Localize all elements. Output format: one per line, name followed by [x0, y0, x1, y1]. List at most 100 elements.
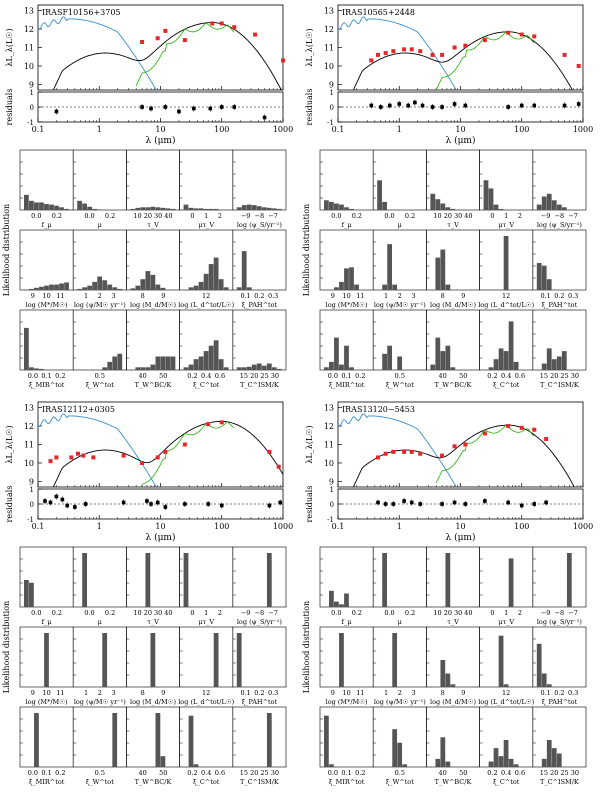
likelihood-bar [165, 356, 171, 370]
likelihood-param-label: T_C^ISM/K [240, 778, 279, 786]
likelihood-bar [541, 673, 547, 687]
likelihood-tick-label: 0.2 [405, 212, 415, 220]
likelihood-tick-label: −8 [255, 609, 265, 617]
likelihood-bar [261, 365, 267, 370]
likelihood-bar [339, 633, 344, 687]
likelihood-bar [334, 601, 339, 607]
likelihood-param-label: T_C^ISM/K [240, 381, 279, 389]
likelihood-bar [536, 204, 542, 210]
likelihood-tick-label: 11 [356, 689, 364, 697]
likelihood-bar [155, 207, 161, 210]
likelihood-tick-label: 3 [111, 689, 115, 697]
likelihood-bar [261, 207, 267, 210]
likelihood-tick-label: 9 [31, 689, 35, 697]
likelihood-bar [92, 208, 98, 210]
likelihood-param-label: log (M_d/M☉) [130, 698, 176, 706]
likelihood-bar [117, 288, 123, 290]
likelihood-bar [107, 284, 113, 290]
likelihood-bar [392, 633, 398, 687]
likelihood-bar [241, 367, 247, 370]
likelihood-tick-label: 50 [459, 372, 467, 380]
y-tick-label: 9 [329, 80, 334, 89]
residual-tick-label: 0 [330, 104, 334, 112]
likelihood-bar [236, 633, 242, 687]
observed-point [409, 47, 414, 52]
likelihood-bar [541, 265, 547, 290]
likelihood-param-label: ξ_W^tot [386, 778, 414, 786]
likelihood-tick-label: 2 [398, 292, 402, 300]
likelihood-tick-label: 0.2 [554, 292, 564, 300]
likelihood-bar [183, 204, 189, 210]
likelihood-bar [130, 208, 136, 210]
likelihood-bar [246, 204, 252, 210]
x-tick-label: 100 [214, 125, 229, 134]
observed-point [253, 32, 258, 37]
likelihood-tick-label: 50 [159, 372, 167, 380]
likelihood-tick-label: 0.0 [28, 769, 38, 777]
likelihood-tick-label: 0.2 [254, 689, 264, 697]
likelihood-bar [213, 257, 219, 290]
likelihood-bar [339, 604, 344, 607]
likelihood-param-label: log (M_d/M☉) [430, 301, 476, 309]
likelihood-tick-label: 11 [356, 292, 364, 300]
observed-point [121, 453, 126, 458]
likelihood-bar [546, 348, 552, 370]
residual-point [532, 103, 537, 108]
likelihood-bar [29, 200, 34, 210]
likelihood-param-label: log (ψ_S/yr⁻¹) [537, 618, 583, 626]
likelihood-bar [102, 280, 108, 290]
observed-point [232, 25, 237, 30]
sed-curves [38, 413, 283, 487]
likelihood-bar [382, 284, 387, 290]
likelihood-bar [440, 351, 446, 370]
residual-point [83, 502, 88, 506]
observed-point [383, 51, 388, 56]
y-tick-label: 11 [324, 441, 334, 450]
total-model-line [352, 31, 573, 90]
x-tick-label: 1 [97, 522, 102, 531]
likelihood-tick-label: 0.0 [331, 609, 341, 617]
likelihood-tick-label: 10 [433, 609, 441, 617]
residual-point [440, 105, 444, 109]
likelihood-bar [493, 359, 499, 370]
likelihood-tick-label: −7 [568, 609, 578, 617]
likelihood-bar [34, 202, 39, 210]
likelihood-tick-label: 10 [342, 689, 350, 697]
likelihood-bar [155, 713, 161, 767]
likelihood-bar [329, 590, 334, 607]
likelihood-tick-label: 40 [139, 372, 147, 380]
stellar-model-line [38, 413, 157, 487]
likelihood-tick-label: 0.2 [355, 372, 365, 380]
likelihood-bar [24, 194, 29, 210]
likelihood-bar [556, 356, 562, 370]
likelihood-bar [508, 321, 514, 370]
sed-frame [37, 4, 284, 91]
residual-point [369, 103, 374, 108]
likelihood-panel [532, 149, 587, 211]
likelihood-bar [536, 643, 542, 687]
likelihood-bar [324, 367, 329, 370]
likelihood-panel [232, 149, 287, 211]
y-axis-label: λL_λ(L☉) [305, 425, 314, 463]
panel-title: IRASF10156+3705 [42, 8, 121, 17]
likelihood-panel [72, 546, 127, 608]
likelihood-bar [445, 761, 451, 767]
likelihood-bar [24, 580, 29, 607]
likelihood-param-label: log (M*/M☉) [326, 698, 368, 706]
likelihood-bar [107, 361, 113, 370]
likelihood-tick-label: 11 [56, 689, 64, 697]
likelihood-bar [450, 684, 456, 687]
residual-point [420, 103, 425, 108]
likelihood-bar [77, 200, 82, 210]
residual-tick-label: -1 [327, 119, 334, 127]
likelihood-tick-label: 0.6 [215, 372, 225, 380]
likelihood-bar [34, 287, 39, 290]
likelihood-bar [435, 758, 441, 767]
likelihood-bar [354, 284, 359, 290]
likelihood-tick-label: 0.2 [52, 609, 62, 617]
dust-model-line [140, 421, 235, 487]
likelihood-bar [150, 364, 156, 370]
likelihood-param-label: f_μ [42, 221, 52, 229]
likelihood-bar [445, 345, 451, 370]
